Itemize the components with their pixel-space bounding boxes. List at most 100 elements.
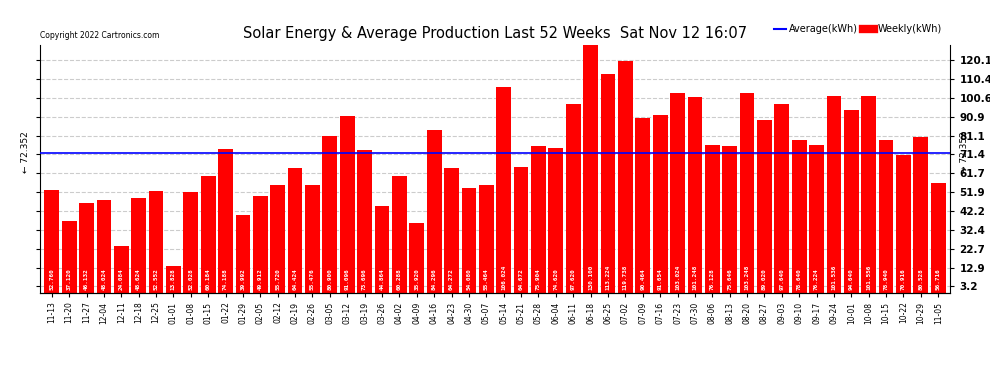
Bar	[253, 196, 267, 292]
Text: 44.864: 44.864	[379, 268, 384, 290]
Text: 54.080: 54.080	[466, 268, 471, 290]
Bar	[183, 192, 198, 292]
Text: 90.464: 90.464	[641, 268, 645, 290]
Text: 49.912: 49.912	[257, 268, 263, 290]
Text: 76.128: 76.128	[710, 268, 715, 290]
Text: 76.224: 76.224	[814, 268, 819, 290]
Bar	[461, 188, 476, 292]
Text: 74.620: 74.620	[553, 268, 558, 290]
Bar	[374, 206, 389, 292]
Text: 64.424: 64.424	[293, 268, 298, 290]
Bar	[79, 203, 94, 292]
Text: 119.738: 119.738	[623, 264, 628, 290]
Text: 101.248: 101.248	[692, 264, 697, 290]
Bar	[410, 223, 424, 292]
Bar	[827, 96, 842, 292]
Text: 113.224: 113.224	[606, 264, 611, 290]
Bar	[357, 150, 372, 292]
Bar	[740, 93, 754, 292]
Bar	[114, 246, 129, 292]
Text: 52.028: 52.028	[188, 268, 193, 290]
Text: 74.188: 74.188	[223, 268, 228, 290]
Text: 91.096: 91.096	[345, 268, 349, 290]
Text: 64.272: 64.272	[449, 268, 454, 290]
Bar	[132, 198, 147, 292]
Bar	[723, 146, 737, 292]
Bar	[148, 191, 163, 292]
Text: 56.716: 56.716	[936, 268, 940, 290]
Bar	[496, 87, 511, 292]
Bar	[323, 136, 338, 292]
Text: 80.528: 80.528	[919, 268, 924, 290]
Text: 91.654: 91.654	[657, 268, 662, 290]
Text: 24.084: 24.084	[119, 268, 124, 290]
Bar	[201, 176, 216, 292]
Bar	[288, 168, 303, 292]
Text: 75.646: 75.646	[727, 268, 733, 290]
Text: 13.828: 13.828	[171, 268, 176, 290]
Bar	[652, 115, 667, 292]
Bar	[861, 96, 876, 292]
Bar	[427, 129, 442, 292]
Bar	[896, 155, 911, 292]
Bar	[757, 120, 772, 292]
Bar	[774, 104, 789, 292]
Bar	[218, 149, 233, 292]
Text: 80.900: 80.900	[328, 268, 333, 290]
Text: 130.100: 130.100	[588, 264, 593, 290]
Text: 35.920: 35.920	[414, 268, 420, 290]
Bar	[270, 185, 285, 292]
Bar	[479, 185, 494, 292]
Text: 37.120: 37.120	[66, 268, 71, 290]
Bar	[166, 266, 181, 292]
Text: 103.024: 103.024	[675, 264, 680, 290]
Text: 55.476: 55.476	[310, 268, 315, 290]
Text: 103.248: 103.248	[744, 264, 749, 290]
Text: 101.536: 101.536	[832, 264, 837, 290]
Bar	[445, 168, 459, 292]
Legend: Average(kWh), Weekly(kWh): Average(kWh), Weekly(kWh)	[770, 20, 945, 38]
Bar	[636, 118, 650, 292]
Text: ← 72.352: ← 72.352	[22, 132, 31, 174]
Bar	[392, 176, 407, 292]
Text: 106.024: 106.024	[501, 264, 506, 290]
Text: 48.024: 48.024	[101, 268, 106, 290]
Bar	[514, 168, 529, 292]
Text: 70.916: 70.916	[901, 268, 906, 290]
Bar	[531, 146, 545, 292]
Title: Solar Energy & Average Production Last 52 Weeks  Sat Nov 12 16:07: Solar Energy & Average Production Last 5…	[243, 26, 747, 41]
Bar	[305, 185, 320, 292]
Bar	[566, 104, 580, 292]
Bar	[45, 190, 59, 292]
Bar	[340, 116, 354, 292]
Bar	[583, 41, 598, 292]
Bar	[705, 145, 720, 292]
Bar	[792, 141, 807, 292]
Text: 60.184: 60.184	[206, 268, 211, 290]
Text: 78.940: 78.940	[884, 268, 889, 290]
Bar	[809, 145, 824, 292]
Bar	[96, 200, 111, 292]
Bar	[236, 215, 250, 292]
Bar	[843, 110, 858, 292]
Text: 52.760: 52.760	[50, 268, 54, 290]
Bar	[618, 61, 633, 292]
Text: 39.992: 39.992	[241, 268, 246, 290]
Text: 97.620: 97.620	[570, 268, 576, 290]
Text: 52.552: 52.552	[153, 268, 158, 290]
Text: 84.296: 84.296	[432, 268, 437, 290]
Text: 101.556: 101.556	[866, 264, 871, 290]
Text: 75.904: 75.904	[536, 268, 541, 290]
Bar	[931, 183, 945, 292]
Text: 94.640: 94.640	[848, 268, 853, 290]
Text: 64.672: 64.672	[519, 268, 524, 290]
Text: 55.464: 55.464	[484, 268, 489, 290]
Bar	[670, 93, 685, 292]
Bar	[61, 221, 76, 292]
Bar	[914, 137, 929, 292]
Text: → 72.352: → 72.352	[959, 132, 968, 174]
Text: 60.288: 60.288	[397, 268, 402, 290]
Bar	[687, 97, 702, 292]
Text: 89.020: 89.020	[762, 268, 767, 290]
Text: 78.640: 78.640	[797, 268, 802, 290]
